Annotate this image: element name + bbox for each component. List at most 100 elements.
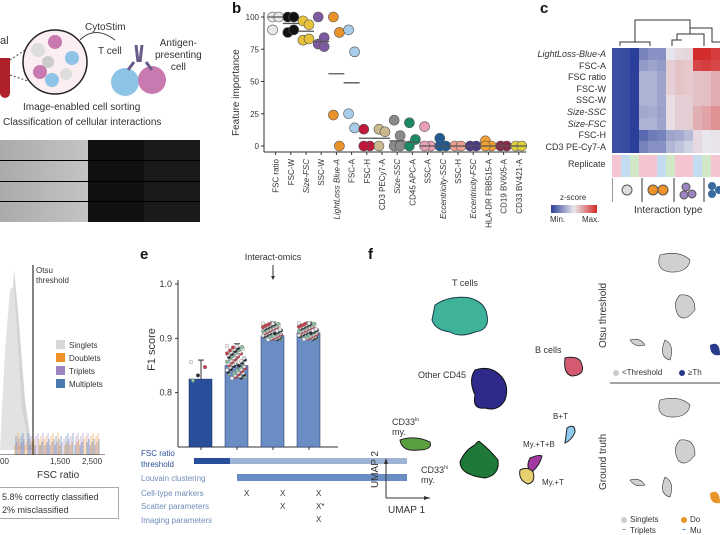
data-point — [388, 114, 400, 126]
mytb-cluster — [527, 454, 543, 473]
replicate-cell — [621, 155, 630, 177]
data-point — [232, 371, 236, 376]
heatmap-cell — [684, 118, 693, 130]
y-axis-label: Feature importance — [231, 49, 242, 136]
otsu-threshold-title: Otsu threshold — [598, 282, 609, 348]
heatmap-cell — [648, 94, 657, 107]
mark: X — [280, 489, 286, 498]
heatmap-cell — [648, 48, 657, 60]
y-tick-label: 100 — [246, 13, 260, 22]
bar — [188, 378, 213, 448]
x-tick-label: CD19 BV605-A — [500, 158, 509, 213]
legend-label: Doublets — [69, 354, 101, 363]
data-point — [343, 24, 354, 36]
heatmap-cell — [657, 71, 666, 83]
fsc-threshold-bar — [194, 458, 407, 464]
heatmap-cell — [612, 94, 621, 107]
dendrogram — [619, 19, 720, 46]
heatmap-cell — [648, 71, 657, 83]
heatmap-cell — [711, 129, 720, 142]
replicate-cell — [702, 155, 711, 177]
x-tick-label: Eccentricity-FSC — [469, 159, 478, 219]
heatmap-cell — [684, 59, 693, 72]
heatmap-cell — [702, 141, 711, 153]
heatmap-cell — [675, 83, 684, 95]
data-point — [261, 325, 265, 330]
data-point — [318, 41, 330, 52]
fsc-histogram — [0, 265, 105, 455]
heatmap-cell — [612, 71, 621, 83]
data-point — [235, 368, 239, 373]
panel-a: al CytoStim T cell Antigen- presenting c… — [0, 0, 230, 230]
heatmap-cell — [621, 129, 630, 142]
otsu-threshold-label: Otsu threshold — [36, 266, 69, 285]
heatmap-cell — [666, 94, 675, 107]
data-point — [242, 356, 246, 361]
heatmap-cell — [693, 94, 702, 107]
bar — [296, 332, 321, 448]
heatmap-cell — [702, 129, 711, 142]
data-point — [225, 351, 229, 356]
xtick-500: 00 — [0, 457, 9, 466]
data-point — [237, 363, 241, 368]
heatmap-cell — [711, 94, 720, 107]
data-point — [275, 328, 279, 333]
replicate-cell — [657, 155, 666, 177]
data-point — [203, 365, 207, 370]
heatmap-row-label: CD3 PE-Cy7-A — [545, 141, 606, 152]
f1-score-chart: 0.8 0.9 1.0 F1 score Interact-omics — [146, 252, 338, 450]
legend-swatch — [56, 379, 65, 388]
b-cells-label: B cells — [535, 345, 562, 355]
data-point — [196, 373, 200, 378]
heatmap-cell — [657, 141, 666, 153]
cd33hi-cluster — [459, 440, 499, 479]
data-point — [349, 46, 360, 58]
heatmap-cell — [621, 94, 630, 107]
x-tick-label: LightLoss Blue-A — [332, 159, 341, 219]
y-tick-label: 25 — [250, 110, 259, 119]
heatmap-cell — [684, 48, 693, 60]
xtick-2500: 2,500 — [82, 457, 103, 466]
b-cells-cluster — [564, 356, 583, 377]
louvain-row-label: Louvain clustering — [141, 474, 206, 483]
replicate-cell — [666, 155, 675, 177]
data-point — [225, 359, 229, 364]
heatmap-cell — [630, 129, 639, 142]
heatmap-cell — [666, 106, 675, 118]
replicate-cell — [684, 155, 693, 177]
heatmap-cell — [675, 71, 684, 83]
heatmap-cell — [684, 94, 693, 107]
heatmap-cell — [693, 83, 702, 95]
heatmap-cell — [612, 59, 621, 72]
umap2-label: UMAP 2 — [370, 450, 381, 488]
heatmap-cell — [693, 48, 702, 60]
mark: X — [316, 489, 322, 498]
data-point — [303, 33, 315, 45]
cell-image-strip — [0, 140, 200, 222]
triplet-icon — [679, 182, 697, 200]
heatmap-cell — [666, 141, 675, 153]
replicate-cell — [648, 155, 657, 177]
heatmap-row-label: SSC-W — [576, 95, 606, 106]
heatmap-cell — [612, 118, 621, 130]
replicate-bar — [612, 155, 720, 177]
data-point — [231, 345, 235, 350]
bt-cluster — [564, 425, 576, 444]
heatmap-cell — [639, 118, 648, 130]
x-tick-label: Size-FSC — [302, 159, 311, 193]
panel-d-legend: Singlets Doublets Triplets Multiplets — [56, 339, 103, 391]
mark: X — [316, 515, 322, 524]
data-point — [311, 328, 315, 333]
heatmap-cell — [630, 94, 639, 107]
heatmap-cell — [666, 48, 675, 60]
gt-doublets-legend: Do — [690, 515, 701, 524]
heatmap-cell — [675, 59, 684, 72]
below-threshold-legend: <Threshold — [622, 368, 663, 377]
heatmap-cell — [711, 71, 720, 83]
data-point — [239, 359, 243, 363]
panel-f-label: f — [368, 246, 373, 263]
x-tick-label: SSC-A — [424, 158, 433, 183]
umap-subpanels — [610, 253, 720, 530]
data-point — [404, 140, 415, 152]
heatmap-cell — [639, 48, 648, 60]
